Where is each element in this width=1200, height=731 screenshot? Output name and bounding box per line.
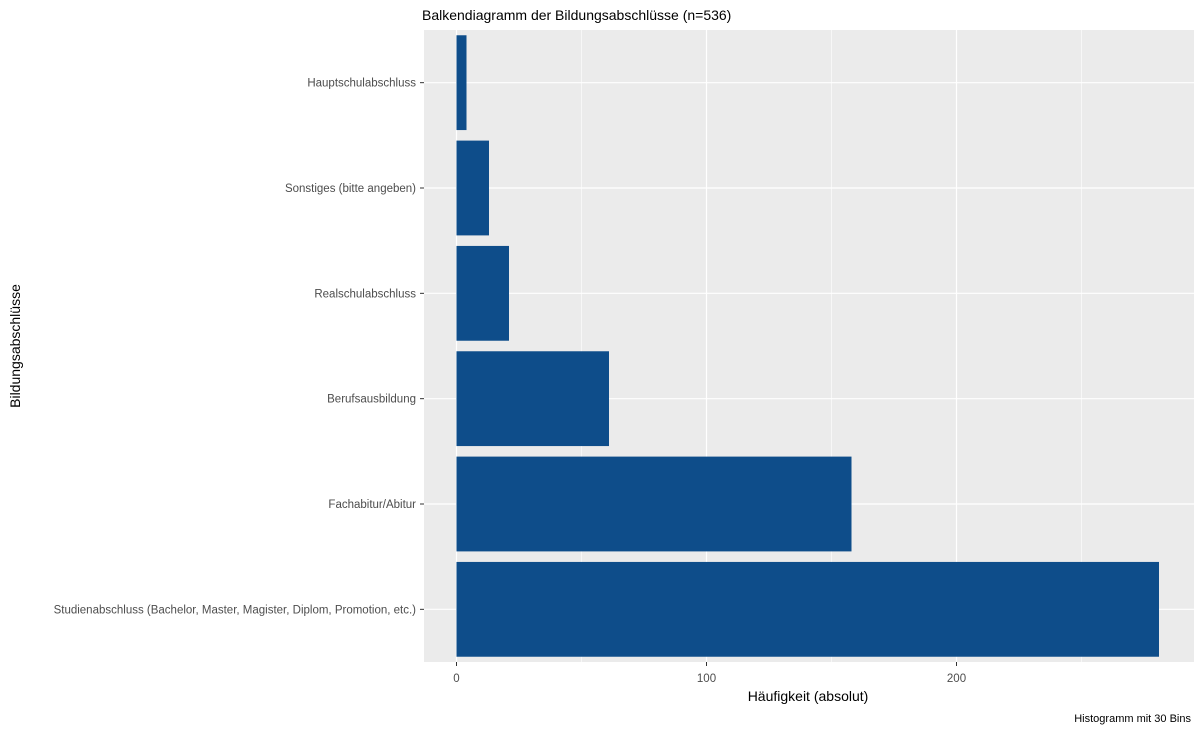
bar bbox=[456, 35, 467, 131]
bar bbox=[456, 140, 489, 236]
y-tick-label: Sonstiges (bitte angeben) bbox=[285, 183, 416, 195]
bar bbox=[456, 351, 609, 447]
bars bbox=[456, 35, 1159, 657]
chart-title: Balkendiagramm der Bildungsabschlüsse (n… bbox=[422, 7, 731, 23]
y-tick-label: Studienabschluss (Bachelor, Master, Magi… bbox=[54, 604, 417, 616]
x-tick-label: 0 bbox=[453, 673, 459, 685]
y-tick-label: Realschulabschluss bbox=[314, 288, 416, 300]
y-axis-ticks: Hauptschulabschluss Sonstiges (bitte ange… bbox=[54, 78, 424, 616]
bar bbox=[456, 456, 852, 552]
y-axis-title: Bildungsabschlüsse bbox=[7, 284, 23, 408]
x-tick-label: 200 bbox=[947, 673, 966, 685]
plot-panel bbox=[424, 30, 1194, 662]
chart-caption: Histogramm mit 30 Bins bbox=[1074, 713, 1191, 725]
y-tick-label: Berufsausbildung bbox=[327, 394, 416, 406]
bar bbox=[456, 245, 509, 341]
x-axis-title: Häufigkeit (absolut) bbox=[748, 688, 869, 704]
y-tick-label: Hauptschulabschluss bbox=[307, 78, 416, 90]
y-tick-label: Fachabitur/Abitur bbox=[328, 499, 416, 511]
bar bbox=[456, 561, 1159, 657]
x-tick-label: 100 bbox=[697, 673, 716, 685]
x-axis-ticks: 0 100 200 bbox=[453, 662, 966, 685]
